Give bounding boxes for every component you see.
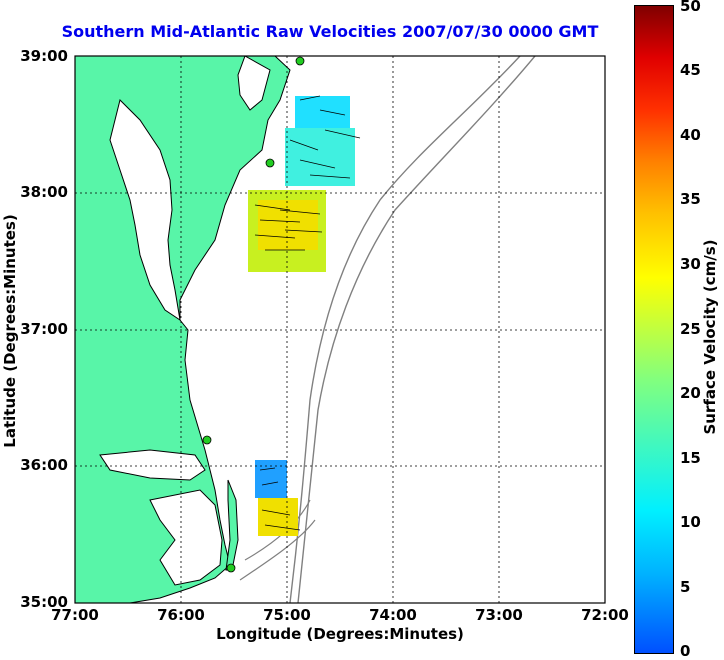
- colorbar-tick: 25: [680, 320, 701, 338]
- y-axis-label: Latitude (Degrees:Minutes): [1, 214, 19, 448]
- map-title: Southern Mid-Atlantic Raw Velocities 200…: [61, 22, 599, 41]
- bathymetry-contour: [297, 56, 536, 603]
- velocity-patch-3-core: [258, 200, 318, 250]
- y-tick-label: 39:00: [20, 47, 68, 65]
- station-marker: [265, 158, 275, 168]
- colorbar-tick: 20: [680, 384, 701, 402]
- y-tick-label: 38:00: [20, 183, 68, 201]
- station-marker: [202, 435, 212, 445]
- bathymetry-contour: [289, 56, 521, 603]
- grid-lines: [75, 56, 605, 603]
- x-tick-label: 73:00: [475, 606, 523, 624]
- x-tick-label: 76:00: [157, 606, 205, 624]
- x-tick-label: 74:00: [369, 606, 417, 624]
- colorbar-tick: 10: [680, 513, 701, 531]
- colorbar-tick: 40: [680, 126, 701, 144]
- colorbar-tick: 15: [680, 449, 701, 467]
- velocity-patch-2: [285, 128, 355, 186]
- plot-frame: [74, 55, 606, 604]
- y-tick-label: 36:00: [20, 456, 68, 474]
- delaware-bay: [237, 56, 271, 111]
- station-marker: [295, 56, 305, 66]
- colorbar-label: Surface Velocity (cm/s): [701, 239, 719, 435]
- x-tick-label: 75:00: [263, 606, 311, 624]
- colorbar-tick: 35: [680, 190, 701, 208]
- y-tick-label: 37:00: [20, 320, 68, 338]
- pamlico-sound: [149, 489, 223, 586]
- colorbar: [634, 5, 674, 654]
- station-marker: [226, 563, 236, 573]
- chesapeake-bay: [109, 99, 181, 322]
- colorbar-tick: 30: [680, 255, 701, 273]
- colorbar-tick: 45: [680, 61, 701, 79]
- x-tick-label: 72:00: [581, 606, 629, 624]
- y-tick-label: 35:00: [20, 593, 68, 611]
- colorbar-tick: 50: [680, 0, 701, 15]
- x-axis-label: Longitude (Degrees:Minutes): [216, 625, 464, 643]
- barrier-island: [225, 479, 239, 571]
- colorbar-tick: 5: [680, 578, 691, 596]
- velocity-vectors: [254, 95, 361, 531]
- velocity-patch-1: [295, 96, 350, 128]
- velocity-patch-5: [258, 498, 298, 536]
- colorbar-tick: 0: [680, 642, 691, 660]
- x-tick-label: 77:00: [51, 606, 99, 624]
- albemarle-sound: [99, 449, 206, 481]
